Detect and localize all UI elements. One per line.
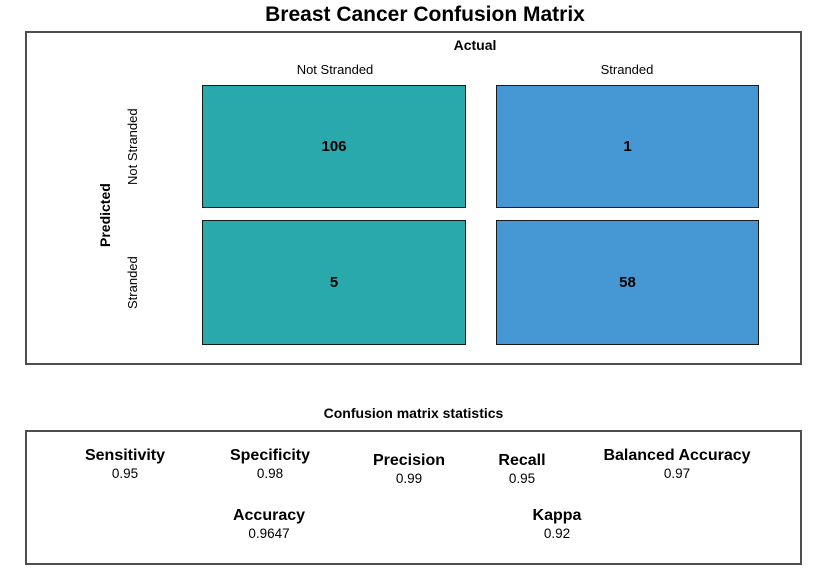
stat-label: Kappa [532, 507, 582, 524]
chart-title: Breast Cancer Confusion Matrix [265, 3, 585, 26]
stat-value: 0.92 [543, 526, 571, 541]
stats-panel: Sensitivity 0.95 Specificity 0.98 Precis… [25, 430, 802, 565]
matrix-cell-value: 58 [619, 274, 636, 291]
stats-panel-title: Confusion matrix statistics [323, 405, 504, 421]
stat-recall: Recall 0.95 [452, 451, 592, 487]
stat-sensitivity: Sensitivity 0.95 [55, 446, 195, 482]
column-label-stranded: Stranded [600, 62, 654, 77]
stat-label: Sensitivity [84, 447, 166, 464]
stat-label: Specificity [229, 447, 311, 464]
matrix-cell-value: 106 [321, 138, 347, 155]
x-axis-title: Actual [453, 37, 497, 53]
row-label-stranded: Stranded [125, 256, 140, 309]
matrix-cell-false-positive: 5 [202, 220, 466, 345]
stat-precision: Precision 0.99 [339, 451, 479, 487]
stat-label: Precision [372, 452, 446, 469]
matrix-cell-value: 5 [329, 274, 339, 291]
row-label-not-stranded: Not Stranded [125, 108, 140, 185]
stat-value: 0.95 [508, 471, 536, 486]
stat-value: 0.99 [395, 471, 423, 486]
stat-value: 0.9647 [248, 526, 290, 541]
stat-label: Recall [498, 452, 546, 469]
y-axis-title: Predicted [97, 183, 113, 247]
confusion-matrix-panel: Actual Not Stranded Stranded Predicted N… [25, 31, 802, 365]
stat-balanced-accuracy: Balanced Accuracy 0.97 [582, 446, 772, 482]
stat-value: 0.97 [663, 466, 691, 481]
stat-label: Accuracy [232, 507, 306, 524]
matrix-cell-true-negative: 106 [202, 85, 466, 208]
matrix-cell-value: 1 [623, 138, 632, 155]
stat-kappa: Kappa 0.92 [487, 506, 627, 542]
stat-specificity: Specificity 0.98 [200, 446, 340, 482]
stat-value: 0.95 [111, 466, 139, 481]
matrix-cell-true-positive: 58 [496, 220, 759, 345]
stat-accuracy: Accuracy 0.9647 [199, 506, 339, 542]
stat-label: Balanced Accuracy [603, 447, 751, 464]
stat-value: 0.98 [256, 466, 284, 481]
matrix-cell-false-negative: 1 [496, 85, 759, 208]
column-label-not-stranded: Not Stranded [296, 62, 374, 77]
